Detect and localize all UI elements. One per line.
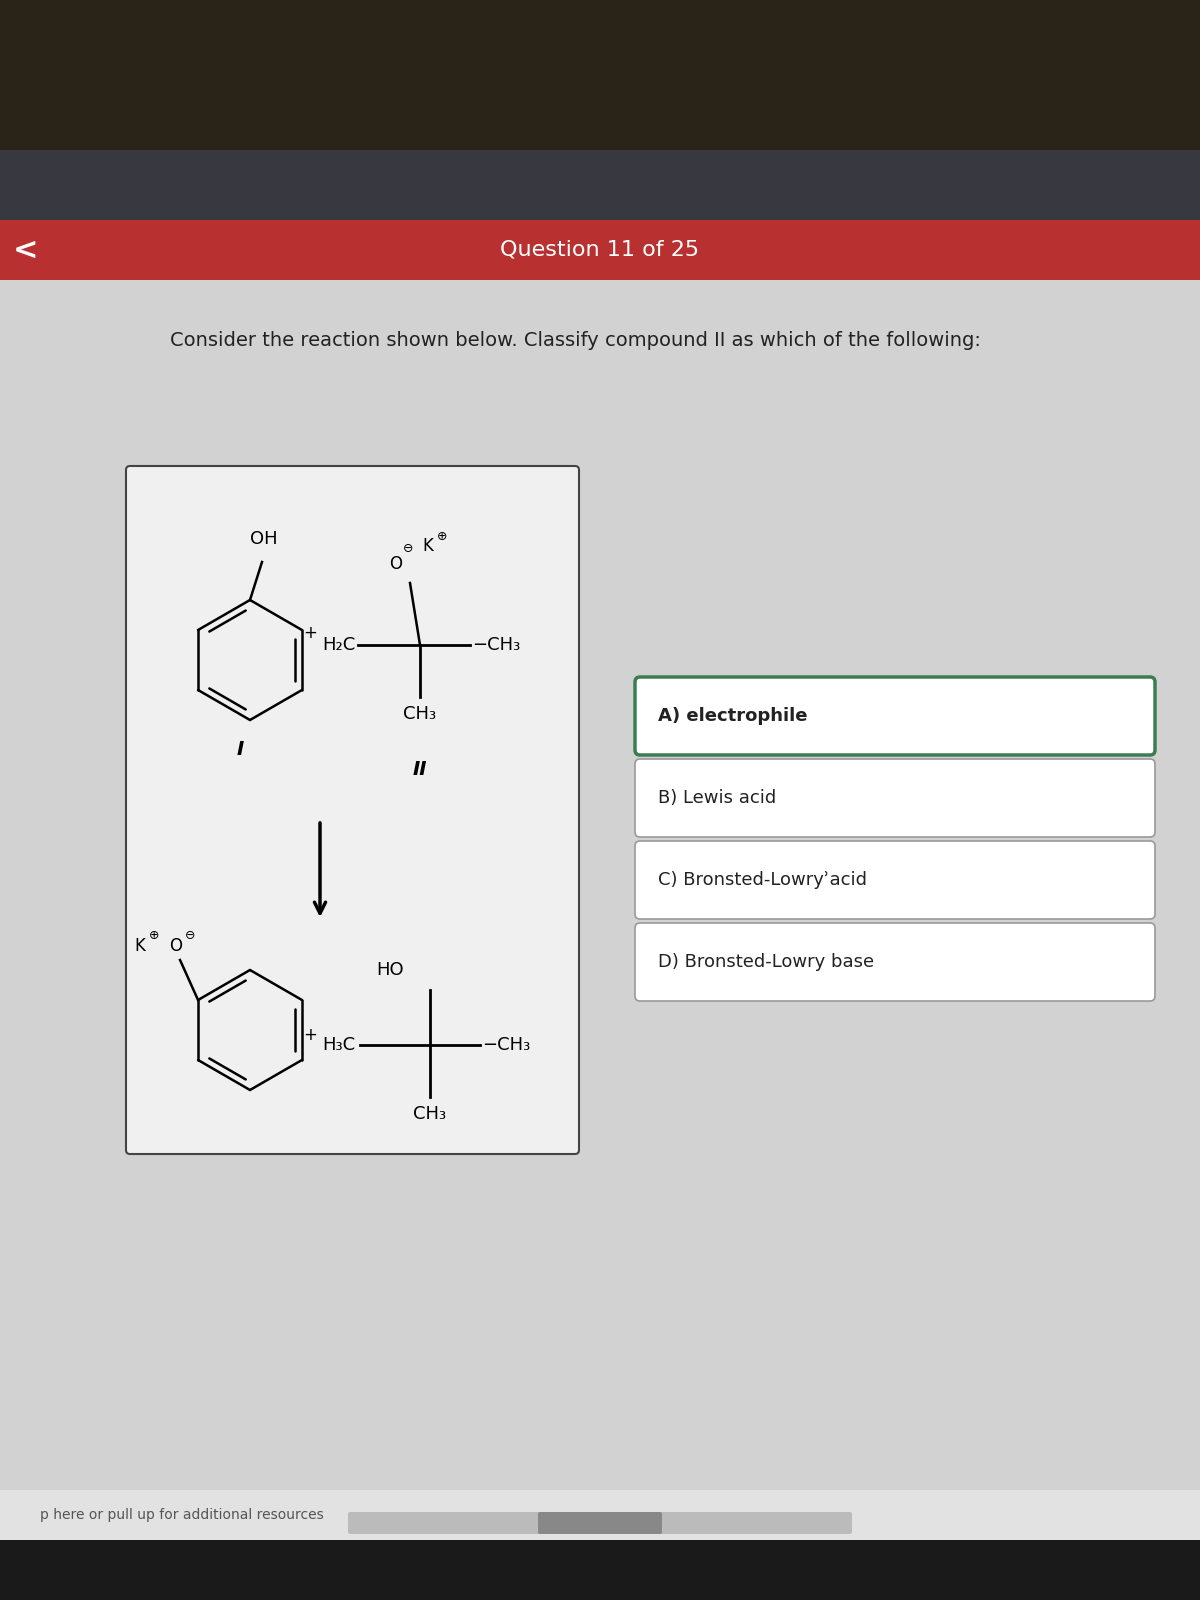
- Text: Question 11 of 25: Question 11 of 25: [500, 240, 700, 259]
- Text: +: +: [304, 1026, 317, 1043]
- FancyBboxPatch shape: [348, 1512, 852, 1534]
- Text: CH₃: CH₃: [403, 706, 437, 723]
- Bar: [0, 0, 1200, 150]
- Text: I: I: [236, 739, 244, 758]
- Text: O: O: [169, 938, 182, 955]
- Text: ⊕: ⊕: [437, 530, 448, 542]
- Text: II: II: [413, 760, 427, 779]
- Text: OH: OH: [250, 530, 278, 547]
- Bar: [0, 150, 1200, 219]
- FancyBboxPatch shape: [635, 758, 1154, 837]
- FancyBboxPatch shape: [635, 923, 1154, 1002]
- Text: D) Bronsted-Lowry base: D) Bronsted-Lowry base: [658, 954, 874, 971]
- Text: HO: HO: [376, 962, 404, 979]
- FancyBboxPatch shape: [126, 466, 580, 1154]
- Text: p here or pull up for additional resources: p here or pull up for additional resourc…: [40, 1507, 324, 1522]
- Text: K: K: [422, 538, 433, 555]
- Text: −CH₃: −CH₃: [472, 635, 521, 654]
- Text: −CH₃: −CH₃: [482, 1037, 530, 1054]
- Text: Consider the reaction shown below. Classify compound II as which of the followin: Consider the reaction shown below. Class…: [170, 331, 980, 349]
- Text: H₃C: H₃C: [322, 1037, 355, 1054]
- Bar: [0, 1490, 1200, 1539]
- Text: A) electrophile: A) electrophile: [658, 707, 808, 725]
- Text: CH₃: CH₃: [414, 1106, 446, 1123]
- Bar: [0, 280, 1200, 1539]
- Text: C) Bronsted-Lowryʾacid: C) Bronsted-Lowryʾacid: [658, 870, 866, 890]
- Text: O: O: [390, 555, 402, 573]
- FancyBboxPatch shape: [635, 842, 1154, 918]
- FancyBboxPatch shape: [538, 1512, 662, 1534]
- Text: <: <: [12, 235, 37, 264]
- FancyBboxPatch shape: [635, 677, 1154, 755]
- Text: +: +: [304, 624, 317, 642]
- Text: B) Lewis acid: B) Lewis acid: [658, 789, 776, 806]
- Text: K: K: [134, 938, 145, 955]
- Text: ⊖: ⊖: [403, 542, 413, 555]
- Text: ⊖: ⊖: [185, 930, 196, 942]
- Text: H₂C: H₂C: [322, 635, 355, 654]
- Text: ⊕: ⊕: [149, 930, 160, 942]
- Bar: [0, 219, 1200, 280]
- Bar: [0, 1539, 1200, 1600]
